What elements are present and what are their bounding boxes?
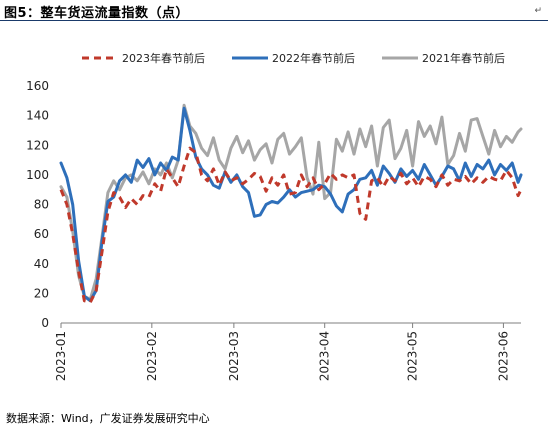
title-divider bbox=[0, 20, 548, 21]
series-line-1 bbox=[59, 106, 523, 303]
y-tick-label: 120 bbox=[26, 138, 49, 152]
chart-title: 图5：整车货运流量指数（点） bbox=[4, 6, 190, 21]
legend-label-1: 2022年春节前后 bbox=[272, 51, 355, 65]
y-tick-label: 160 bbox=[26, 79, 49, 93]
y-tick-label: 100 bbox=[26, 168, 49, 182]
x-tick-label: 2023-05 bbox=[406, 331, 420, 381]
x-tick-label: 2023-01 bbox=[54, 331, 68, 381]
legend-label-0: 2023年春节前后 bbox=[122, 51, 205, 65]
y-tick-label: 0 bbox=[41, 316, 49, 330]
y-tick-label: 140 bbox=[26, 109, 49, 123]
paragraph-mark-icon: ↵ bbox=[534, 6, 542, 16]
legend-label-2: 2021年春节前后 bbox=[422, 51, 505, 65]
y-tick-label: 20 bbox=[34, 286, 49, 300]
series-line-0 bbox=[59, 146, 523, 304]
y-tick-label: 60 bbox=[34, 227, 49, 241]
series-line-2 bbox=[59, 103, 523, 301]
x-tick-label: 2023-03 bbox=[227, 331, 241, 381]
data-source-note: 数据来源：Wind，广发证券发展研究中心 bbox=[6, 412, 210, 425]
y-axis: 0 20 40 60 80 100 120 140 160 bbox=[26, 79, 49, 330]
x-tick-label: 2023-06 bbox=[496, 331, 510, 381]
y-tick-label: 40 bbox=[34, 257, 49, 271]
chart-legend: 2023年春节前后 2022年春节前后 2021年春节前后 bbox=[82, 51, 505, 65]
x-axis: 2023-01 2023-02 2023-03 2023-04 2023-05 2023-… bbox=[54, 322, 521, 381]
x-tick-label: 2023-02 bbox=[145, 331, 159, 381]
x-tick-label: 2023-04 bbox=[318, 331, 332, 381]
plot-area bbox=[59, 103, 523, 304]
y-tick-label: 80 bbox=[34, 198, 49, 212]
